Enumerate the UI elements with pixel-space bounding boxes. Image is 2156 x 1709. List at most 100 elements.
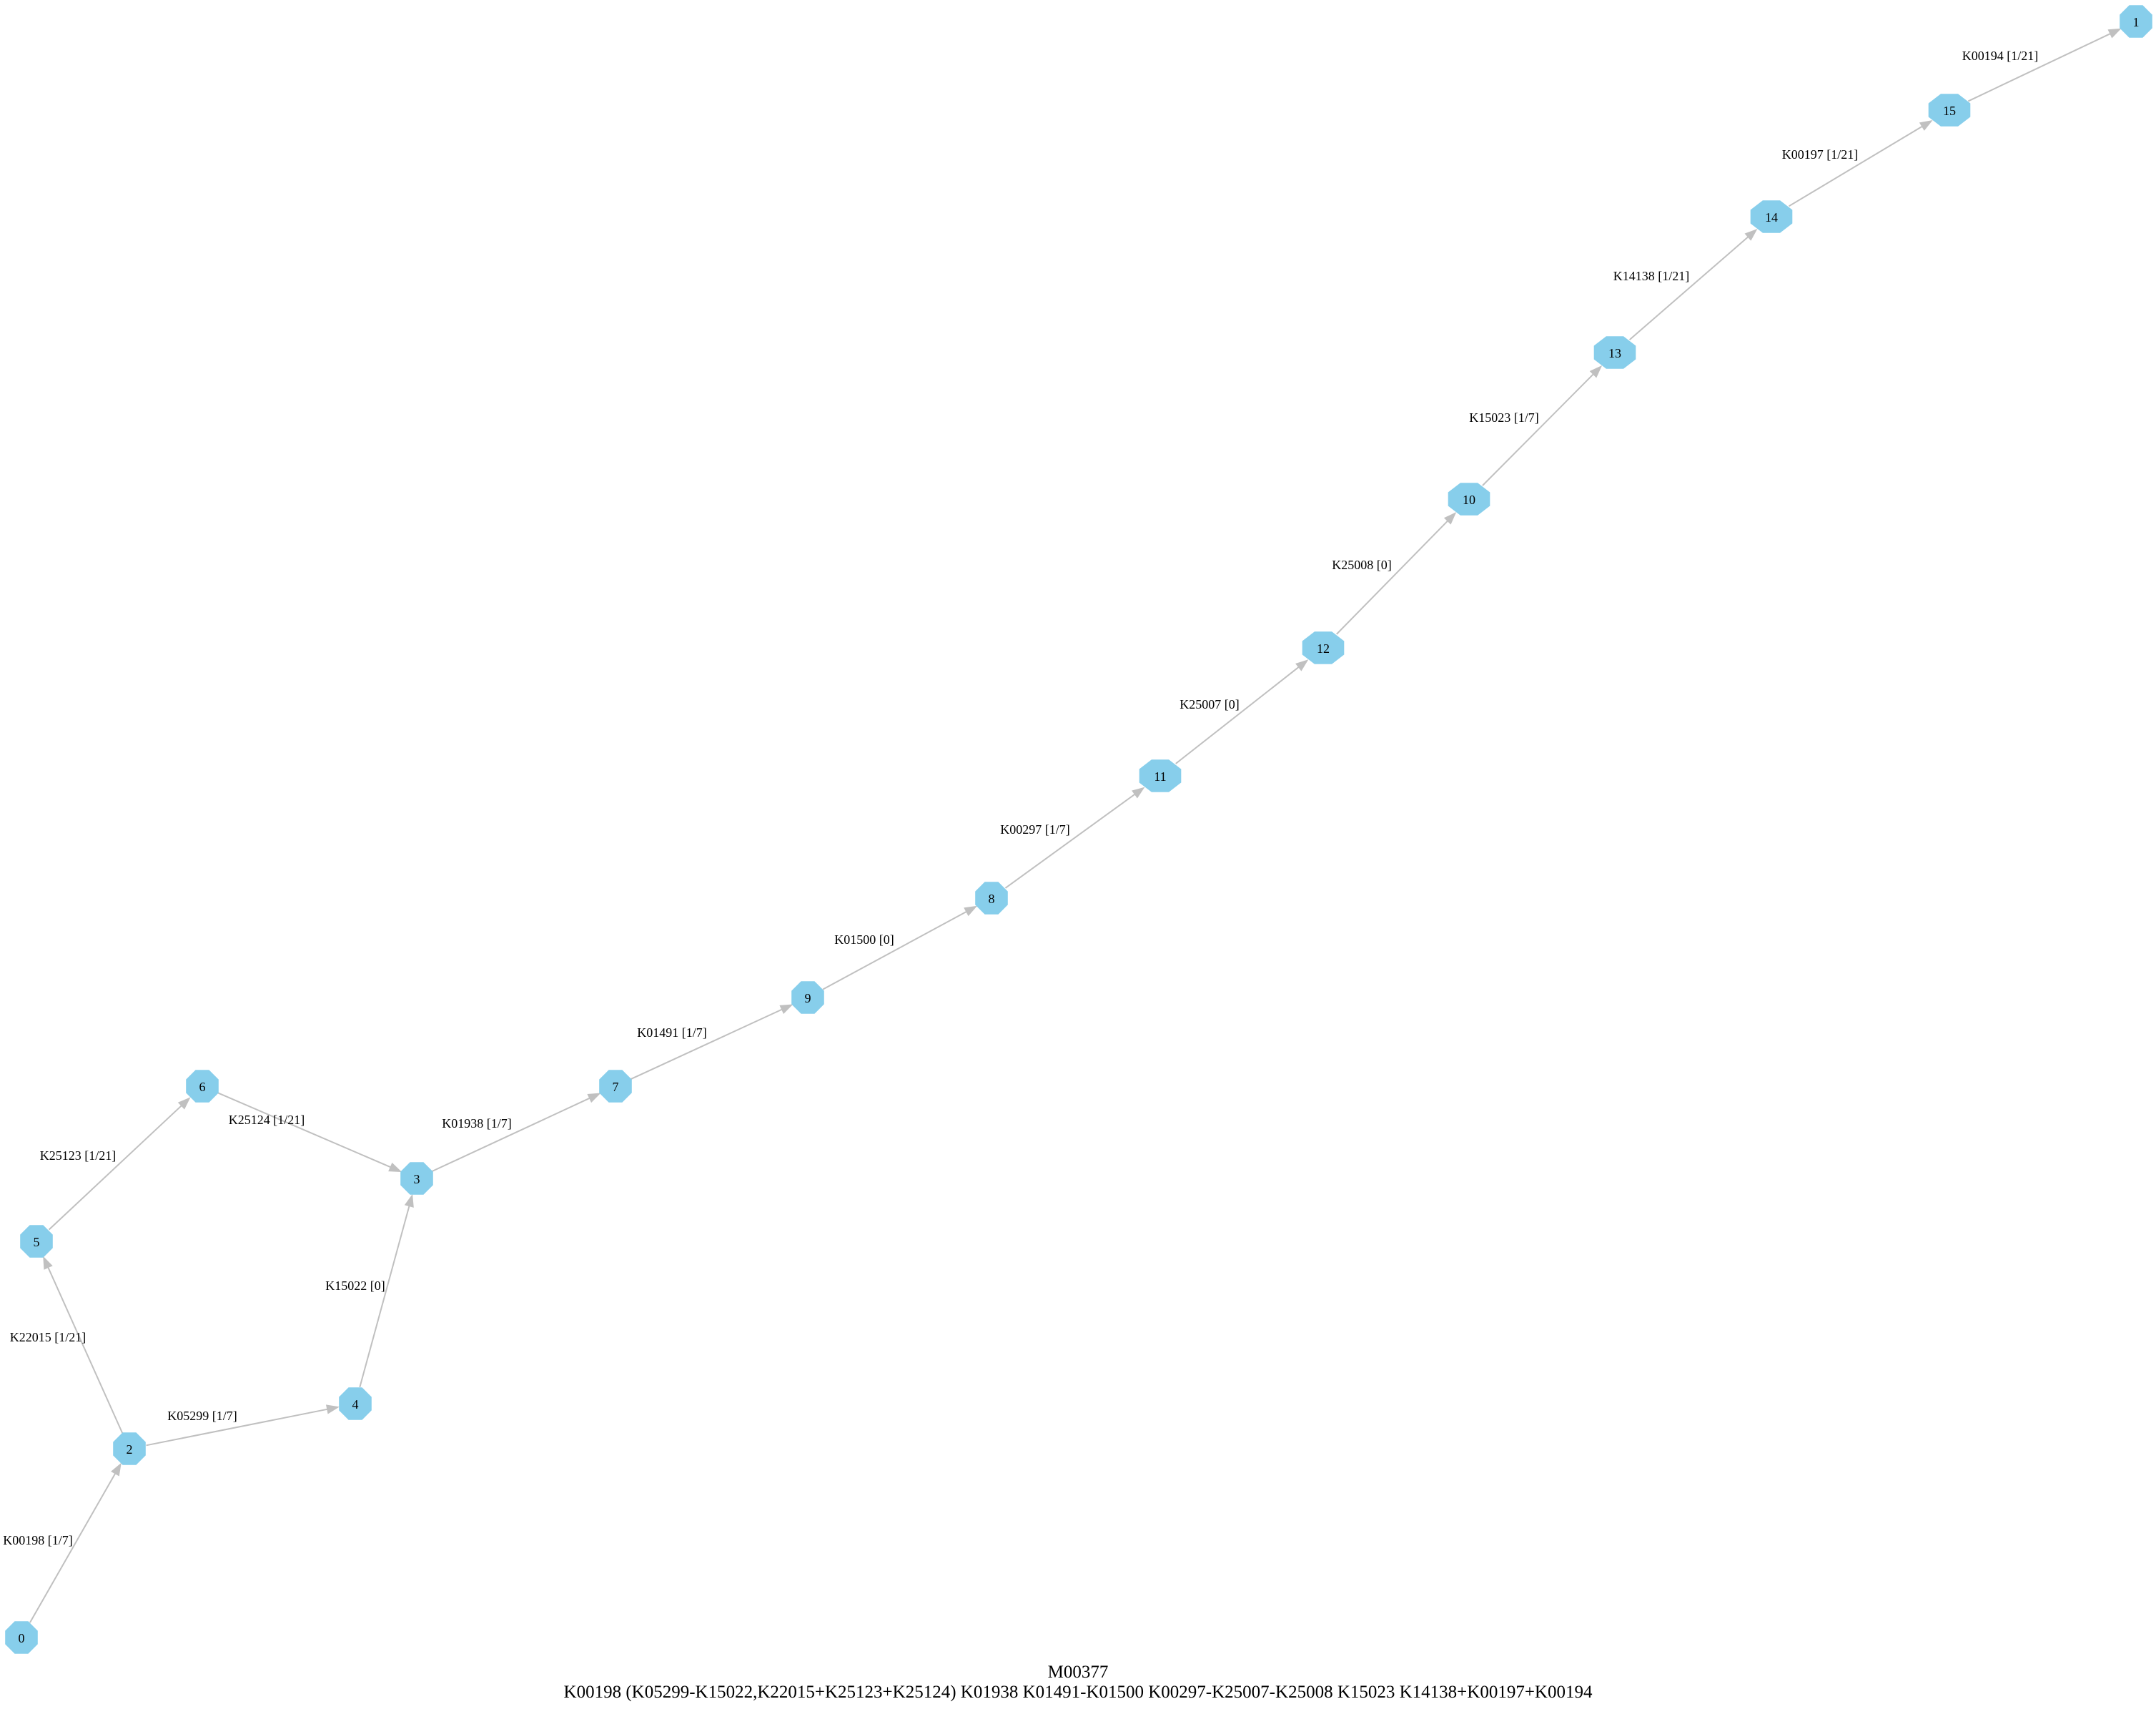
- node-2: 2: [113, 1432, 146, 1465]
- arrowhead-2-5: [43, 1256, 53, 1270]
- arrowhead-0-2: [111, 1462, 122, 1477]
- arrowhead-15-1: [2107, 28, 2122, 39]
- node-shape-7: [599, 1070, 632, 1103]
- node-7: 7: [599, 1070, 632, 1103]
- node-label-11: 11: [1154, 769, 1166, 784]
- edge-label-3-7: K01938 [1/7]: [442, 1116, 512, 1131]
- edge-label-13-14: K14138 [1/21]: [1613, 269, 1690, 283]
- node-label-14: 14: [1765, 210, 1778, 225]
- edge-5-6: [48, 1105, 182, 1231]
- edge-14-15: [1789, 126, 1923, 207]
- arrowhead-12-10: [1443, 512, 1457, 525]
- edge-0-2: [29, 1473, 117, 1623]
- edge-12-10: [1336, 520, 1448, 635]
- edge-13-14: [1628, 236, 1749, 340]
- node-shape-6: [186, 1070, 219, 1103]
- arrowhead-9-8: [964, 905, 978, 917]
- edge-label-2-5: K22015 [1/21]: [10, 1330, 86, 1344]
- edge-label-4-3: K15022 [0]: [325, 1279, 385, 1293]
- edge-label-0-2: K00198 [1/7]: [3, 1533, 73, 1547]
- arrowhead-6-3: [388, 1162, 402, 1173]
- node-shape-8: [975, 882, 1008, 915]
- node-shape-1: [2120, 5, 2152, 38]
- edge-7-9: [631, 1008, 783, 1080]
- node-shape-10: [1448, 483, 1490, 516]
- node-shape-4: [339, 1387, 372, 1420]
- edge-label-7-9: K01491 [1/7]: [637, 1025, 707, 1040]
- edge-2-5: [47, 1267, 124, 1434]
- arrowhead-11-12: [1295, 659, 1309, 671]
- edge-label-8-11: K00297 [1/7]: [1000, 822, 1070, 837]
- node-5: 5: [20, 1225, 53, 1258]
- node-shape-14: [1750, 200, 1793, 233]
- edge-label-10-13: K15023 [1/7]: [1469, 410, 1539, 425]
- arrowhead-4-3: [404, 1193, 414, 1208]
- node-label-1: 1: [2133, 15, 2140, 29]
- arrowhead-13-14: [1744, 228, 1758, 241]
- node-label-12: 12: [1317, 641, 1330, 656]
- edge-11-12: [1175, 666, 1300, 764]
- arrowhead-14-15: [1919, 119, 1933, 131]
- node-label-5: 5: [34, 1235, 40, 1249]
- node-4: 4: [339, 1387, 372, 1420]
- node-10: 10: [1448, 483, 1490, 516]
- node-0: 0: [5, 1621, 38, 1654]
- node-1: 1: [2120, 5, 2152, 38]
- node-label-7: 7: [613, 1080, 619, 1094]
- node-11: 11: [1139, 759, 1182, 792]
- edges-layer: [29, 28, 2122, 1623]
- node-shape-12: [1302, 631, 1345, 664]
- node-label-8: 8: [989, 892, 995, 906]
- node-shape-9: [791, 981, 824, 1014]
- node-label-9: 9: [805, 991, 811, 1005]
- edge-label-6-3: K25124 [1/21]: [229, 1113, 305, 1127]
- node-shape-13: [1593, 336, 1636, 369]
- edge-label-14-15: K00197 [1/21]: [1782, 147, 1859, 162]
- node-shape-0: [5, 1621, 38, 1654]
- edge-3-7: [432, 1097, 590, 1172]
- node-label-3: 3: [414, 1172, 420, 1186]
- node-shape-2: [113, 1432, 146, 1465]
- node-shape-15: [1928, 94, 1971, 127]
- arrowhead-7-9: [779, 1004, 793, 1015]
- edge-2-4: [146, 1408, 327, 1447]
- edge-label-15-1: K00194 [1/21]: [1962, 49, 2039, 63]
- edge-10-13: [1482, 373, 1594, 486]
- node-14: 14: [1750, 200, 1793, 233]
- node-6: 6: [186, 1070, 219, 1103]
- node-9: 9: [791, 981, 824, 1014]
- node-label-6: 6: [199, 1080, 206, 1094]
- arrowhead-8-11: [1132, 787, 1145, 799]
- edge-label-11-12: K25007 [0]: [1180, 697, 1240, 711]
- node-8: 8: [975, 882, 1008, 915]
- node-shape-3: [400, 1162, 433, 1195]
- node-label-15: 15: [1943, 104, 1956, 118]
- node-15: 15: [1928, 94, 1971, 127]
- edge-label-9-8: K01500 [0]: [834, 932, 894, 947]
- edge-label-12-10: K25008 [0]: [1332, 558, 1392, 572]
- node-label-0: 0: [19, 1631, 25, 1645]
- edge-6-3: [217, 1092, 391, 1168]
- node-shape-11: [1139, 759, 1182, 792]
- edge-label-2-4: K05299 [1/7]: [167, 1409, 237, 1423]
- edge-15-1: [1967, 33, 2111, 102]
- edge-9-8: [822, 911, 967, 990]
- module-definition-caption: K00198 (K05299-K15022,K22015+K25123+K251…: [563, 1683, 1593, 1702]
- node-3: 3: [400, 1162, 433, 1195]
- arrowhead-3-7: [587, 1093, 601, 1103]
- edge-8-11: [1004, 793, 1135, 889]
- arrowhead-5-6: [177, 1097, 191, 1110]
- node-label-13: 13: [1608, 346, 1621, 360]
- node-shape-5: [20, 1225, 53, 1258]
- node-label-2: 2: [127, 1442, 133, 1457]
- arrowhead-2-4: [325, 1404, 340, 1414]
- edge-labels-layer: K00198 [1/7] K05299 [1/7] K15022 [0] K22015…: [3, 49, 2038, 1547]
- node-label-4: 4: [352, 1397, 359, 1412]
- node-label-10: 10: [1463, 493, 1475, 507]
- node-12: 12: [1302, 631, 1345, 664]
- edge-label-5-6: K25123 [1/21]: [40, 1148, 117, 1163]
- arrowhead-10-13: [1589, 365, 1603, 378]
- module-id-caption: M00377: [1047, 1663, 1109, 1682]
